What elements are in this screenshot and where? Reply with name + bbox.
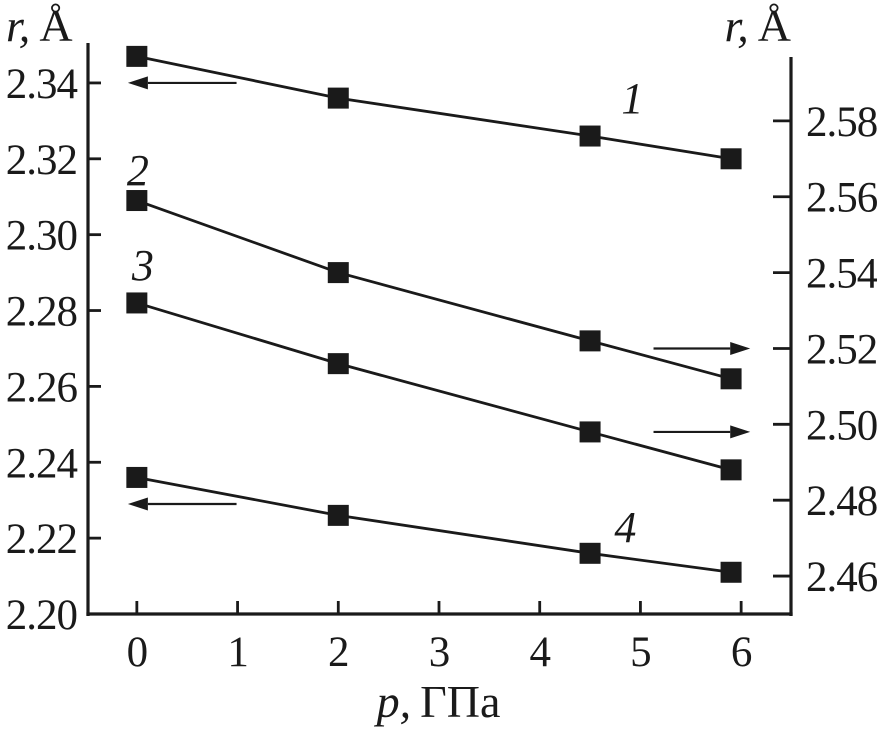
axis-direction-arrow-1 xyxy=(127,76,237,90)
x-axis-title-unit: ГПа xyxy=(420,676,501,727)
axis-direction-arrow-4 xyxy=(127,497,237,511)
x-axis-tick-label: 3 xyxy=(429,629,450,676)
right-axis-tick-label: 2.50 xyxy=(806,402,877,449)
x-axis-tick-label: 6 xyxy=(731,629,752,676)
data-point-marker xyxy=(126,466,148,488)
data-point-marker xyxy=(327,87,349,109)
data-point-marker xyxy=(579,421,601,443)
data-point-marker xyxy=(720,561,742,583)
series-2 xyxy=(126,190,742,390)
left-axis-title: r, Å xyxy=(6,3,73,49)
right-axis-tick-label: 2.56 xyxy=(806,175,877,222)
arrow-head xyxy=(730,425,751,439)
left-axis-tick-label: 2.28 xyxy=(6,289,77,336)
x-axis-tick-label: 4 xyxy=(529,629,550,676)
data-point-marker xyxy=(327,262,349,284)
left-axis-tick-label: 2.26 xyxy=(6,364,78,411)
series-line-2 xyxy=(136,199,732,381)
data-point-marker xyxy=(126,190,148,212)
series-line-4 xyxy=(136,476,732,574)
data-point-marker xyxy=(126,292,148,314)
series-4 xyxy=(126,466,742,583)
arrow-head xyxy=(730,341,751,355)
left-axis-title-var: r, xyxy=(6,0,31,51)
data-point-marker xyxy=(579,330,601,352)
data-point-marker xyxy=(126,45,148,67)
axis-direction-arrow-3 xyxy=(653,425,751,439)
left-axis-tick-label: 2.32 xyxy=(6,137,77,184)
x-axis-tick-label: 0 xyxy=(127,629,148,676)
left-axis-tick-label: 2.22 xyxy=(6,516,77,563)
x-axis-tick-label: 1 xyxy=(227,629,248,676)
x-axis-title: p, ГПа xyxy=(0,679,877,725)
right-axis-tick-label: 2.54 xyxy=(806,251,877,298)
arrow-head xyxy=(127,497,148,511)
series-line-3 xyxy=(136,301,732,472)
data-point-marker xyxy=(327,504,349,526)
data-point-marker xyxy=(327,353,349,375)
x-axis-tick-label: 5 xyxy=(630,629,651,676)
left-axis-tick-label: 2.30 xyxy=(6,213,77,260)
x-axis-title-var: p, xyxy=(376,676,412,727)
x-axis-tick-label: 2 xyxy=(328,629,349,676)
series-label-4: 4 xyxy=(614,503,636,552)
series-label-2: 2 xyxy=(127,146,149,195)
data-point-marker xyxy=(720,368,742,390)
axis-direction-arrow-2 xyxy=(653,341,751,355)
series-line-1 xyxy=(136,55,732,161)
data-point-marker xyxy=(720,148,742,170)
series-label-1: 1 xyxy=(621,74,643,123)
right-axis-tick-label: 2.52 xyxy=(806,326,877,373)
right-axis-tick-label: 2.58 xyxy=(806,99,877,146)
left-axis-tick-label: 2.34 xyxy=(6,61,78,108)
series-label-3: 3 xyxy=(131,241,154,290)
right-axis-tick-label: 2.48 xyxy=(806,478,877,525)
arrow-head xyxy=(127,76,148,90)
data-point-marker xyxy=(720,459,742,481)
series-3 xyxy=(126,292,742,481)
data-point-marker xyxy=(579,542,601,564)
left-axis-tick-label: 2.20 xyxy=(6,592,77,639)
left-axis-tick-label: 2.24 xyxy=(6,440,78,487)
right-axis-title: r, Å xyxy=(724,3,791,49)
series-1 xyxy=(126,45,742,170)
data-point-marker xyxy=(579,125,601,147)
left-axis-title-unit: Å xyxy=(39,0,73,51)
right-axis-tick-label: 2.46 xyxy=(806,554,877,601)
right-axis-title-unit: Å xyxy=(757,0,791,51)
right-axis-title-var: r, xyxy=(724,0,749,51)
